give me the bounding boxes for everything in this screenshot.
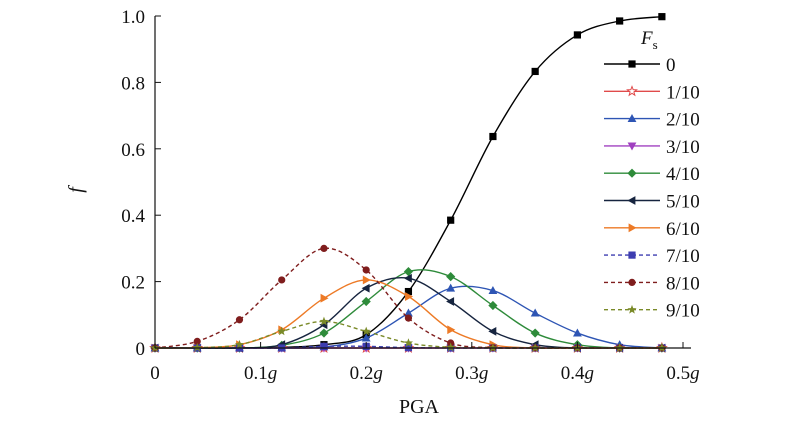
legend-item-5: 4/10 <box>604 164 700 185</box>
legend-item-1: 0 <box>604 55 676 76</box>
data-point <box>320 342 328 350</box>
data-point <box>489 132 497 141</box>
legend-title: Fs <box>640 28 658 52</box>
x-tick-label: 0.1g <box>244 363 277 384</box>
data-point <box>234 339 245 349</box>
data-point <box>488 327 497 336</box>
legend-label: 8/10 <box>666 273 700 294</box>
legend-label: 4/10 <box>666 164 700 185</box>
data-point <box>361 326 371 336</box>
data-point <box>530 328 540 338</box>
data-point <box>446 272 456 282</box>
legend-item-6: 5/10 <box>604 192 700 213</box>
series-1 <box>151 13 666 352</box>
y-tick-label: 0.8 <box>121 73 145 94</box>
data-point <box>616 17 624 25</box>
legend: Fs 0 1/10 2/10 3/10 4/10 5/10 6/10 7/10 8/10 9/10 <box>604 28 700 322</box>
data-point <box>658 13 666 21</box>
data-point <box>446 297 455 306</box>
legend-marker <box>628 278 636 286</box>
legend-item-2: 1/10 <box>604 82 700 103</box>
legend-item-3: 2/10 <box>604 110 700 131</box>
data-point <box>193 337 201 345</box>
data-point <box>404 314 413 322</box>
legend-label: 1/10 <box>666 82 700 103</box>
data-point <box>403 273 412 283</box>
legend-item-9: 8/10 <box>604 273 700 294</box>
x-tick-label: 0.5g <box>666 363 699 384</box>
data-point <box>277 326 287 336</box>
legend-item-7: 6/10 <box>604 219 700 240</box>
y-tick-label: 1.0 <box>121 7 145 28</box>
legend-item-10: 9/10 <box>604 301 700 322</box>
data-point <box>446 283 456 292</box>
legend-label: 9/10 <box>666 301 700 322</box>
data-point <box>447 216 455 224</box>
legend-label: 7/10 <box>666 246 700 267</box>
x-tick-label: 0.3g <box>455 363 488 384</box>
data-point <box>361 333 371 342</box>
plot-area <box>149 13 668 354</box>
data-point <box>405 292 414 301</box>
legend-title-main: F <box>640 28 653 49</box>
data-point <box>235 316 244 324</box>
data-point <box>403 338 414 347</box>
data-point <box>573 31 581 39</box>
legend-label: 3/10 <box>666 137 700 158</box>
legend-marker <box>628 251 636 259</box>
legend-marker <box>627 142 637 151</box>
legend-title-subscript: s <box>653 37 658 52</box>
data-point <box>530 308 540 317</box>
legend-label: 2/10 <box>666 110 700 131</box>
legend-label: 0 <box>666 55 676 76</box>
data-point <box>320 244 328 252</box>
data-point <box>488 300 498 311</box>
data-point <box>319 328 329 338</box>
y-tick-label: 0.2 <box>121 273 145 294</box>
data-point <box>278 276 286 284</box>
axes: 0 0.1g 0.2g 0.3g 0.4g 0.5g 0 0.2 0.4 0.6 0.8 1.0 <box>121 7 699 384</box>
data-point <box>320 293 329 303</box>
data-point <box>404 287 413 296</box>
legend-marker <box>627 114 637 122</box>
data-point <box>531 67 539 76</box>
y-tick-label: 0.6 <box>121 140 145 161</box>
data-point <box>404 308 413 317</box>
legend-marker <box>627 196 636 205</box>
data-point <box>488 285 498 294</box>
data-point <box>403 267 414 277</box>
legend-marker <box>627 168 637 178</box>
legend-item-4: 3/10 <box>604 137 700 158</box>
data-point <box>447 325 456 335</box>
legend-marker <box>628 60 636 68</box>
data-point <box>192 342 202 352</box>
legend-marker <box>626 85 638 97</box>
legend-marker <box>628 223 637 233</box>
y-tick-label: 0.4 <box>121 206 145 227</box>
legend-label: 5/10 <box>666 192 700 213</box>
y-axis-title: f <box>65 185 87 193</box>
x-tick-label: 0.4g <box>561 363 594 384</box>
data-point <box>573 328 582 337</box>
data-point <box>446 342 456 352</box>
data-point <box>319 316 329 326</box>
data-point <box>361 296 371 307</box>
x-tick-label: 0.2g <box>350 363 383 384</box>
legend-item-8: 7/10 <box>604 246 700 267</box>
legend-marker <box>627 304 637 314</box>
x-tick-label: 0 <box>150 363 160 384</box>
data-point <box>362 275 371 285</box>
x-axis-title: PGA <box>399 396 440 418</box>
y-tick-label: 0 <box>136 339 146 360</box>
data-point <box>362 266 370 274</box>
data-point <box>361 283 370 293</box>
legend-label: 6/10 <box>666 219 700 240</box>
